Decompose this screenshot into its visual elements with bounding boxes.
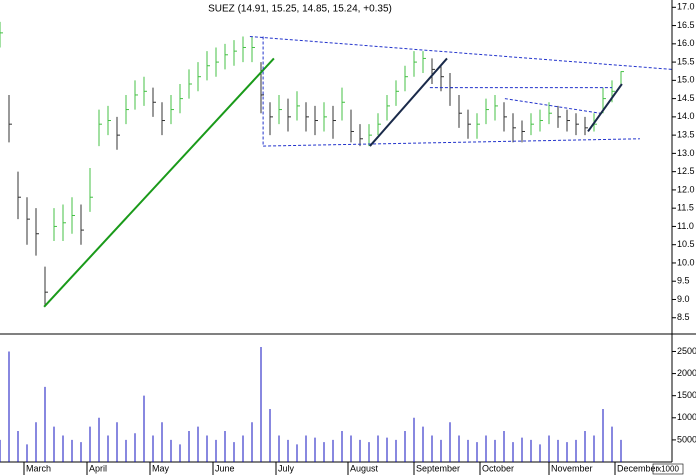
chart-title: SUEZ (14.91, 15.25, 14.85, 15.24, +0.35) xyxy=(208,4,392,15)
y-tick-label: 16.0 xyxy=(677,38,695,48)
y-tick-label: 8.5 xyxy=(677,312,690,322)
x-tick-label: September xyxy=(416,463,460,473)
y-tick-label: 9.0 xyxy=(677,294,690,304)
y-tick-label: 15000 xyxy=(677,390,696,400)
y-tick-label: 13.5 xyxy=(677,130,695,140)
x-tick-label: June xyxy=(215,463,235,473)
x-tick-label: March xyxy=(26,463,51,473)
y-tick-label: 11.0 xyxy=(677,221,694,231)
y-tick-label: 17.0 xyxy=(677,2,695,12)
y-tick-label: 20000 xyxy=(677,368,696,378)
y-tick-label: 10.5 xyxy=(677,239,695,249)
y-tick-label: 14.0 xyxy=(677,111,695,121)
x-tick-label: October xyxy=(482,463,514,473)
y-tick-label: 14.5 xyxy=(677,93,695,103)
y-tick-label: 9.5 xyxy=(677,276,690,286)
unit-box xyxy=(652,463,684,475)
trend-line xyxy=(369,57,448,147)
trend-line xyxy=(249,36,673,70)
x-tick-label: April xyxy=(89,463,107,473)
x-tick-label: May xyxy=(152,463,170,473)
y-tick-label: 12.0 xyxy=(677,184,695,194)
x-tick-label: July xyxy=(278,463,295,473)
y-tick-label: 15.5 xyxy=(677,56,695,66)
y-tick-label: 11.5 xyxy=(677,203,694,213)
x-tick-label: August xyxy=(350,463,379,473)
trend-line xyxy=(263,138,640,147)
trend-line xyxy=(504,98,601,114)
y-tick-label: 15.0 xyxy=(677,75,695,85)
volume-unit: x1000 xyxy=(657,465,679,474)
x-tick-label: December xyxy=(617,463,659,473)
x-tick-label: November xyxy=(551,463,593,473)
trend-line xyxy=(587,83,623,133)
y-tick-label: 10000 xyxy=(677,412,696,422)
y-tick-label: 25000 xyxy=(677,346,696,356)
y-tick-label: 10.0 xyxy=(677,257,695,267)
y-tick-label: 16.5 xyxy=(677,20,695,30)
y-tick-label: 12.5 xyxy=(677,166,695,176)
y-tick-label: 13.0 xyxy=(677,148,695,158)
y-tick-label: 5000 xyxy=(677,434,696,444)
trend-line xyxy=(43,57,275,308)
